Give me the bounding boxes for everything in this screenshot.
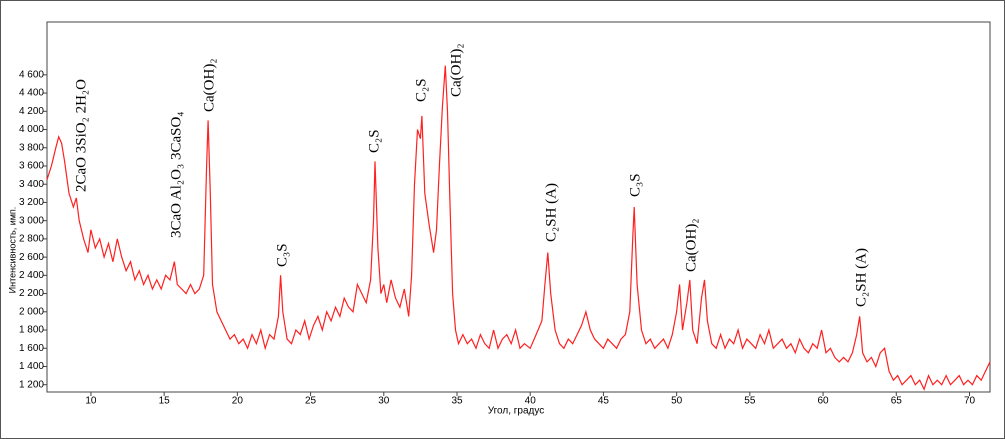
peak-annotation: Ca(OH)₂ (683, 218, 699, 272)
peak-annotation: C₂S (366, 129, 382, 153)
x-tick-label: 40 (525, 396, 537, 407)
y-tick-label: 4 400 (19, 88, 44, 99)
peak-annotation: C₂S (413, 78, 429, 102)
x-tick-label: 70 (964, 396, 976, 407)
y-tick-label: 1 600 (19, 343, 44, 354)
x-tick-label: 30 (378, 396, 390, 407)
x-tick-label: 25 (305, 396, 317, 407)
y-tick-label: 1 800 (19, 325, 44, 336)
x-tick-label: 35 (451, 396, 463, 407)
x-tick-label: 45 (598, 396, 610, 407)
peak-annotation: C₃S (274, 243, 290, 267)
y-tick-label: 3 000 (19, 215, 44, 226)
peak-annotation: C₃S (627, 173, 643, 197)
y-tick-label: 2 600 (19, 252, 44, 263)
plot-area (46, 21, 991, 393)
x-tick-label: 15 (159, 396, 171, 407)
y-tick-label: 3 200 (19, 197, 44, 208)
y-tick-label: 3 800 (19, 142, 44, 153)
y-tick-label: 1 400 (19, 361, 44, 372)
peak-annotation: C₂SH (A) (853, 248, 869, 307)
peak-annotation: C₂SH (A) (543, 183, 559, 242)
data-line (46, 65, 991, 391)
x-tick-label: 50 (671, 396, 683, 407)
y-tick-label: 3 600 (19, 161, 44, 172)
x-tick-label: 55 (744, 396, 756, 407)
y-tick-label: 2 400 (19, 270, 44, 281)
peak-annotation: 2CaO 3SiO₂ 2H₂O (73, 79, 89, 192)
x-tick-label: 60 (818, 396, 830, 407)
y-tick-label: 2 200 (19, 288, 44, 299)
x-tick-label: 10 (85, 396, 97, 407)
y-tick-label: 3 400 (19, 179, 44, 190)
y-tick-label: 4 600 (19, 69, 44, 80)
peak-annotation: Ca(OH)₂ (448, 43, 464, 97)
y-tick-label: 4 000 (19, 124, 44, 135)
peak-annotation: Ca(OH)₂ (201, 58, 217, 112)
x-tick-label: 20 (232, 396, 244, 407)
y-tick-label: 2 800 (19, 234, 44, 245)
y-tick-label: 1 200 (19, 379, 44, 390)
x-axis-label: Угол, градус (488, 406, 545, 417)
y-axis-label: Интенсивность, имп. (7, 207, 17, 294)
x-tick-label: 65 (891, 396, 903, 407)
y-tick-label: 2 000 (19, 306, 44, 317)
peak-annotation: 3CaO Al₂O₃ 3CaSO₄ (168, 111, 184, 238)
y-tick-label: 4 200 (19, 106, 44, 117)
